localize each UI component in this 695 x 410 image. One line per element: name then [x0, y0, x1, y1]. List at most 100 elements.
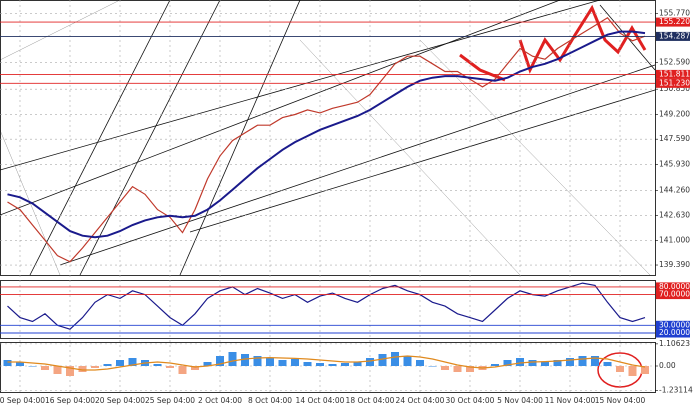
histogram-bar [291, 359, 299, 366]
y-tick-label: 145.930 [659, 160, 690, 169]
y-tick-label: 147.590 [659, 134, 690, 143]
pane-border [0, 0, 656, 276]
level-label-box [656, 78, 690, 88]
y-tick-label: 144.260 [659, 185, 690, 194]
histogram-bar [628, 366, 637, 376]
histogram-bar [303, 362, 312, 366]
level-label-box [656, 282, 690, 292]
histogram-bar [428, 366, 437, 367]
level-label: 155.220 [659, 17, 690, 26]
level-label-box [656, 17, 690, 27]
histogram-bar [603, 362, 612, 366]
x-tick-label: 30 Oct 04:00 [446, 396, 495, 405]
histogram-bar [466, 366, 474, 372]
histogram-bar [341, 363, 349, 366]
trend-lines [0, 0, 656, 276]
x-tick-label: 8 Oct 04:00 [248, 396, 292, 405]
histogram-bar [353, 362, 362, 366]
histogram-bar [253, 356, 262, 366]
histogram-bar [116, 360, 124, 366]
histogram-bar [578, 356, 587, 366]
level-label-box [656, 31, 690, 41]
level-label: 30.0000 [659, 320, 690, 329]
histogram-bar [316, 363, 324, 366]
histogram-bar [3, 360, 12, 366]
trend-line [0, 0, 601, 171]
trend-line [189, 89, 656, 233]
trend-line [29, 0, 171, 276]
x-tick-label: 14 Oct 04:00 [296, 396, 345, 405]
x-tick-label: 10 Sep 04:00 [0, 396, 45, 405]
level-label: 154.287 [659, 31, 690, 40]
histogram-bar [78, 366, 87, 372]
x-tick-label: 2 Oct 04:00 [198, 396, 242, 405]
x-tick-label: 20 Sep 04:00 [95, 396, 145, 405]
x-tick-label: 18 Oct 04:00 [346, 396, 395, 405]
histogram-bar [241, 354, 249, 366]
level-label: 20.0000 [659, 328, 690, 337]
histogram-bar [328, 364, 337, 366]
level-label-box [656, 290, 690, 300]
histogram-bar [191, 366, 199, 370]
histogram-bar [53, 366, 62, 374]
histogram-bar [178, 366, 187, 374]
level-label: 80.0000 [659, 282, 690, 291]
pane-border [0, 280, 656, 339]
y-tick-label: 142.630 [659, 210, 690, 219]
histogram-bar [203, 362, 212, 366]
level-label-box [656, 69, 690, 79]
histogram-bar [416, 360, 424, 366]
level-label: 151.230 [659, 78, 690, 87]
x-tick-label: 5 Nov 04:00 [497, 396, 543, 405]
histogram-bar [278, 360, 287, 366]
channel-lines [0, 0, 651, 276]
histogram-bar [366, 358, 374, 366]
histogram-bar [491, 364, 499, 366]
y-tick-label: 152.590 [659, 57, 690, 66]
signal-line [7, 355, 646, 371]
histogram-bar [391, 352, 399, 366]
histogram-bar [128, 358, 137, 366]
histogram-bar [591, 356, 599, 366]
level-label: 70.0000 [659, 290, 690, 299]
histogram-bar [566, 358, 574, 366]
y-tick-label: 150.850 [659, 84, 690, 93]
histogram-bar [641, 366, 649, 374]
pane-borders [0, 0, 656, 393]
pane-border [0, 342, 656, 393]
level-label: 151.811 [659, 69, 690, 78]
histogram-bar [166, 366, 174, 368]
histogram-bar [616, 366, 624, 372]
trend-line [59, 64, 656, 266]
histogram-bar [28, 366, 37, 367]
y-tick-label: 0.00 [659, 361, 676, 370]
histogram-bar [553, 360, 562, 366]
channel-line [299, 39, 521, 276]
x-tick-label: 11 Nov 04:00 [545, 396, 596, 405]
x-tick-label: 16 Sep 04:00 [45, 396, 95, 405]
trend-line [179, 0, 301, 276]
channel-line [419, 39, 651, 276]
y-tick-label: 1.10623 [659, 339, 690, 348]
histogram-bar [153, 364, 162, 366]
histogram-bar [453, 366, 462, 372]
x-tick-label: 24 Oct 04:00 [396, 396, 445, 405]
histogram-bar [228, 352, 237, 366]
histogram-bar [66, 366, 74, 376]
histogram-bar [528, 360, 537, 366]
y-tick-label: 139.390 [659, 260, 690, 269]
histogram-bar [266, 358, 274, 366]
histogram-bar [441, 366, 449, 370]
histogram-bar [16, 362, 24, 366]
histogram-bar [403, 356, 412, 366]
histogram-bar [541, 362, 549, 366]
y-tick-label: -1.23114 [659, 386, 693, 395]
level-label-box [656, 320, 690, 330]
series-line [7, 17, 646, 263]
trend-line [0, 0, 561, 216]
arrow [518, 4, 647, 74]
series-line [7, 30, 646, 239]
trend-line [79, 0, 221, 276]
